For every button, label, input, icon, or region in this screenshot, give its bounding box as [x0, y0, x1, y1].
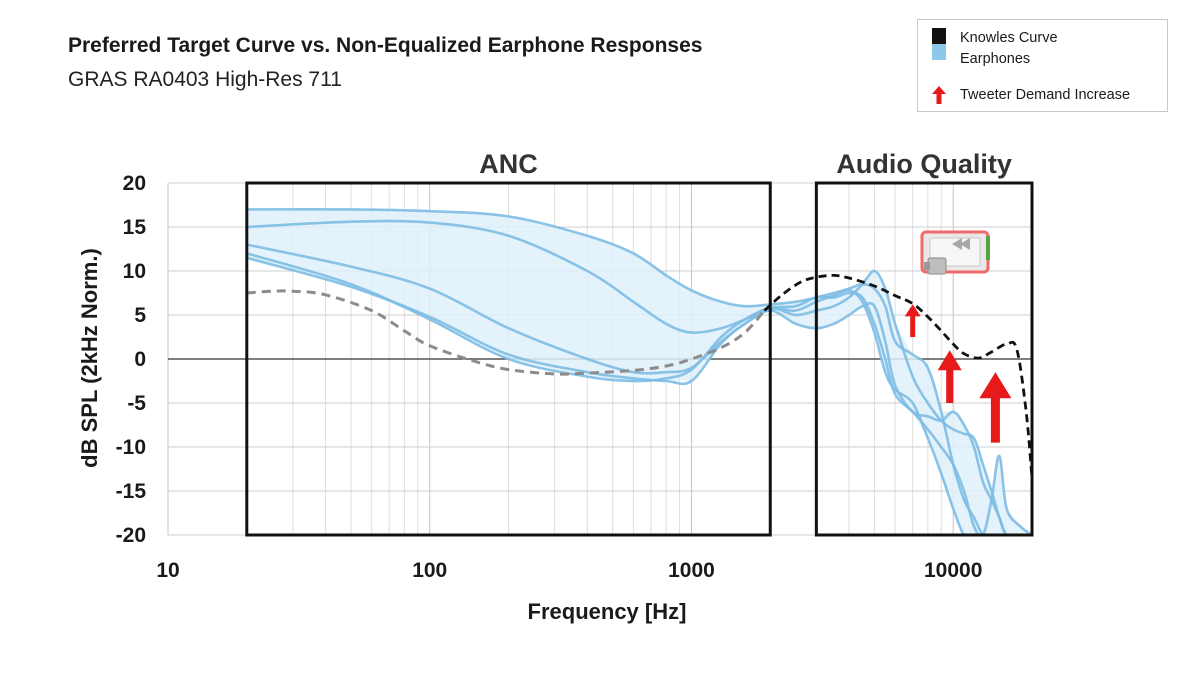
- tweeter-demand-arrow: [904, 304, 921, 337]
- y-axis-label: dB SPL (2kHz Norm.): [77, 248, 102, 468]
- x-tick-label: 10000: [924, 559, 982, 582]
- chart-title: Preferred Target Curve vs. Non-Equalized…: [68, 34, 703, 57]
- legend-entry-knowles-earphones: Knowles Curve Earphones: [932, 28, 1058, 70]
- x-axis-label: Frequency [Hz]: [528, 599, 687, 624]
- y-tick-label: -20: [116, 524, 146, 547]
- region-frame-layer: ANC Audio Quality: [245, 149, 1034, 537]
- legend-swatch-knowles: [932, 28, 946, 44]
- tweeter-demand-arrow: [937, 350, 962, 403]
- tick-label-layer: 20 15 10 5 0 -5 -10 -15 -20 10 100 1000 10000: [116, 172, 983, 582]
- y-tick-label: 5: [134, 304, 146, 327]
- region-label: ANC: [479, 149, 538, 179]
- y-tick-label: 10: [123, 260, 146, 283]
- x-tick-label: 10: [156, 559, 179, 582]
- legend-entry-arrow: Tweeter Demand Increase: [932, 86, 1130, 104]
- y-tick-label: -5: [127, 392, 146, 415]
- legend-label-earphones: Earphones: [960, 51, 1031, 67]
- tweeter-demand-arrow: [979, 372, 1012, 443]
- y-tick-label: 0: [134, 348, 146, 371]
- x-tick-label: 100: [412, 559, 447, 582]
- region-frame: [245, 181, 772, 537]
- legend-swatch-earphones: [932, 44, 946, 60]
- y-tick-label: 15: [123, 216, 147, 239]
- x-tick-label: 1000: [668, 559, 715, 582]
- legend: Knowles Curve Earphones Tweeter Demand I…: [917, 19, 1168, 112]
- earphone-device-icon: [920, 230, 990, 275]
- annotation-layer: [904, 304, 1012, 443]
- red-arrow-icon: [932, 86, 946, 104]
- earphone-response-line: [246, 219, 1032, 535]
- legend-label-arrow: Tweeter Demand Increase: [960, 87, 1131, 103]
- y-tick-label: 20: [123, 172, 146, 195]
- gray-target-curve-line: [246, 289, 766, 376]
- knowles-curve-line: [763, 273, 1032, 478]
- earphone-response-line: [246, 243, 1032, 535]
- y-tick-label: -15: [116, 480, 147, 503]
- y-tick-label: -10: [116, 436, 146, 459]
- region-frame: [814, 181, 1034, 537]
- region-label: Audio Quality: [836, 149, 1012, 179]
- chart-subtitle: GRAS RA0403 High-Res 711: [68, 68, 342, 91]
- legend-label-knowles: Knowles Curve: [960, 30, 1058, 46]
